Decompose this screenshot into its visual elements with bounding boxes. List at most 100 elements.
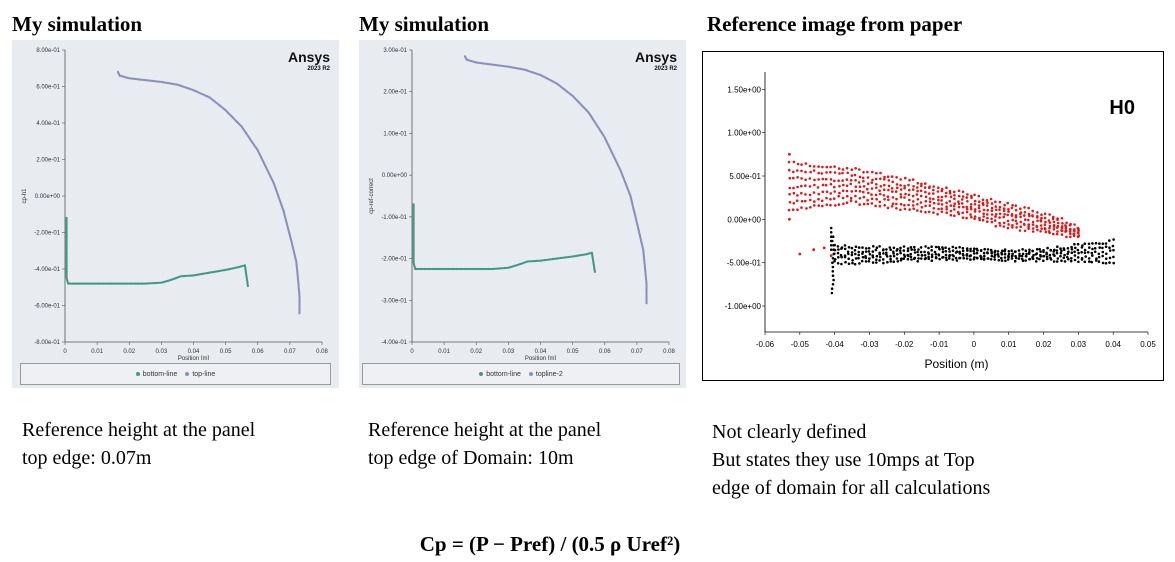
data-point [847, 246, 851, 249]
x-tick-label: -0.01 [930, 340, 949, 349]
x-tick-label: 0.03 [1071, 340, 1087, 349]
data-point [911, 178, 915, 181]
data-point [883, 204, 886, 207]
data-point [961, 246, 965, 250]
data-point [1019, 211, 1023, 214]
data-point [1040, 216, 1043, 220]
data-point [977, 200, 981, 203]
data-point [1049, 249, 1052, 252]
left-chart-legend: bottom-line top-line [20, 363, 331, 385]
data-point [1038, 247, 1041, 251]
data-point [871, 170, 874, 174]
data-point [1031, 249, 1034, 253]
data-point [930, 253, 934, 256]
data-point [830, 291, 834, 295]
data-point [895, 186, 899, 190]
data-point [821, 165, 824, 169]
data-point [1087, 242, 1091, 246]
data-point [981, 218, 985, 222]
y-tick-label: 1.00e-01 [383, 131, 407, 137]
legend-dot [528, 371, 533, 376]
x-tick-label: 0 [63, 349, 67, 355]
data-point [1018, 252, 1021, 256]
data-point [949, 195, 953, 199]
left-chart-panel: Ansys 2023 R2 8.00e-01 6.00e-01 4.00e-01 2.… [12, 40, 339, 388]
data-point [854, 179, 857, 182]
data-point [966, 200, 969, 203]
data-point [850, 253, 854, 257]
data-point [1065, 235, 1068, 239]
data-point [833, 185, 836, 189]
ansys-version: 2023 R2 [654, 66, 677, 72]
data-point [879, 177, 882, 181]
data-point [1112, 238, 1115, 241]
data-point [833, 190, 836, 193]
data-point [886, 206, 890, 210]
x-tick-label: 0.05 [567, 349, 579, 355]
data-point [1101, 246, 1104, 250]
data-point [1048, 253, 1052, 257]
data-point [817, 178, 820, 181]
x-tick-label: 0.02 [123, 349, 135, 355]
data-point [822, 246, 826, 250]
data-point [986, 213, 989, 216]
data-point [965, 253, 969, 256]
right-heading: Reference image from paper [707, 12, 963, 36]
data-point [903, 196, 906, 199]
data-point [882, 248, 885, 251]
data-point [829, 192, 832, 195]
data-point [853, 249, 857, 252]
y-tick-label: 0.00e+00 [727, 215, 761, 224]
data-point [882, 261, 885, 265]
data-point [853, 173, 857, 177]
data-point [908, 188, 911, 192]
data-point [965, 210, 969, 214]
left-chart: Ansys 2023 R2 8.00e-01 6.00e-01 4.00e-01 2.… [22, 48, 331, 360]
data-point [937, 186, 940, 189]
data-point [965, 205, 968, 209]
data-point [847, 252, 850, 256]
data-point [949, 213, 953, 217]
data-point [831, 265, 835, 269]
data-point [854, 200, 858, 203]
data-point [944, 249, 948, 253]
data-point [899, 208, 902, 212]
data-point [832, 248, 835, 251]
data-point [845, 184, 849, 188]
data-point [1007, 210, 1010, 213]
data-point [1035, 248, 1039, 251]
data-point [845, 166, 849, 170]
data-point [857, 250, 860, 254]
data-point [862, 185, 866, 188]
data-point [820, 199, 824, 203]
data-point [927, 255, 930, 259]
data-point [866, 176, 870, 179]
data-point [899, 246, 902, 250]
data-point [883, 183, 886, 187]
data-point [842, 202, 845, 206]
data-point [941, 255, 945, 259]
data-point [958, 256, 962, 260]
data-point [834, 204, 837, 207]
data-point [1011, 224, 1014, 227]
data-point [812, 165, 816, 168]
data-point [981, 201, 985, 205]
data-point [1024, 249, 1028, 252]
data-point [957, 189, 961, 193]
data-point [792, 202, 796, 205]
data-point [808, 193, 812, 197]
data-point [948, 250, 951, 253]
data-point [792, 170, 795, 174]
y-tick-label: -2.00e-01 [381, 257, 407, 263]
y-tick-label: 2.00e-01 [36, 158, 60, 164]
data-point [982, 251, 986, 255]
ansys-version: 2023 R2 [307, 66, 330, 72]
data-point [973, 208, 977, 211]
data-point [957, 205, 961, 209]
data-point [864, 247, 868, 250]
data-point [886, 260, 889, 264]
data-point [1055, 232, 1059, 236]
data-point [973, 215, 977, 218]
data-point [975, 256, 979, 260]
data-point [1027, 223, 1030, 226]
